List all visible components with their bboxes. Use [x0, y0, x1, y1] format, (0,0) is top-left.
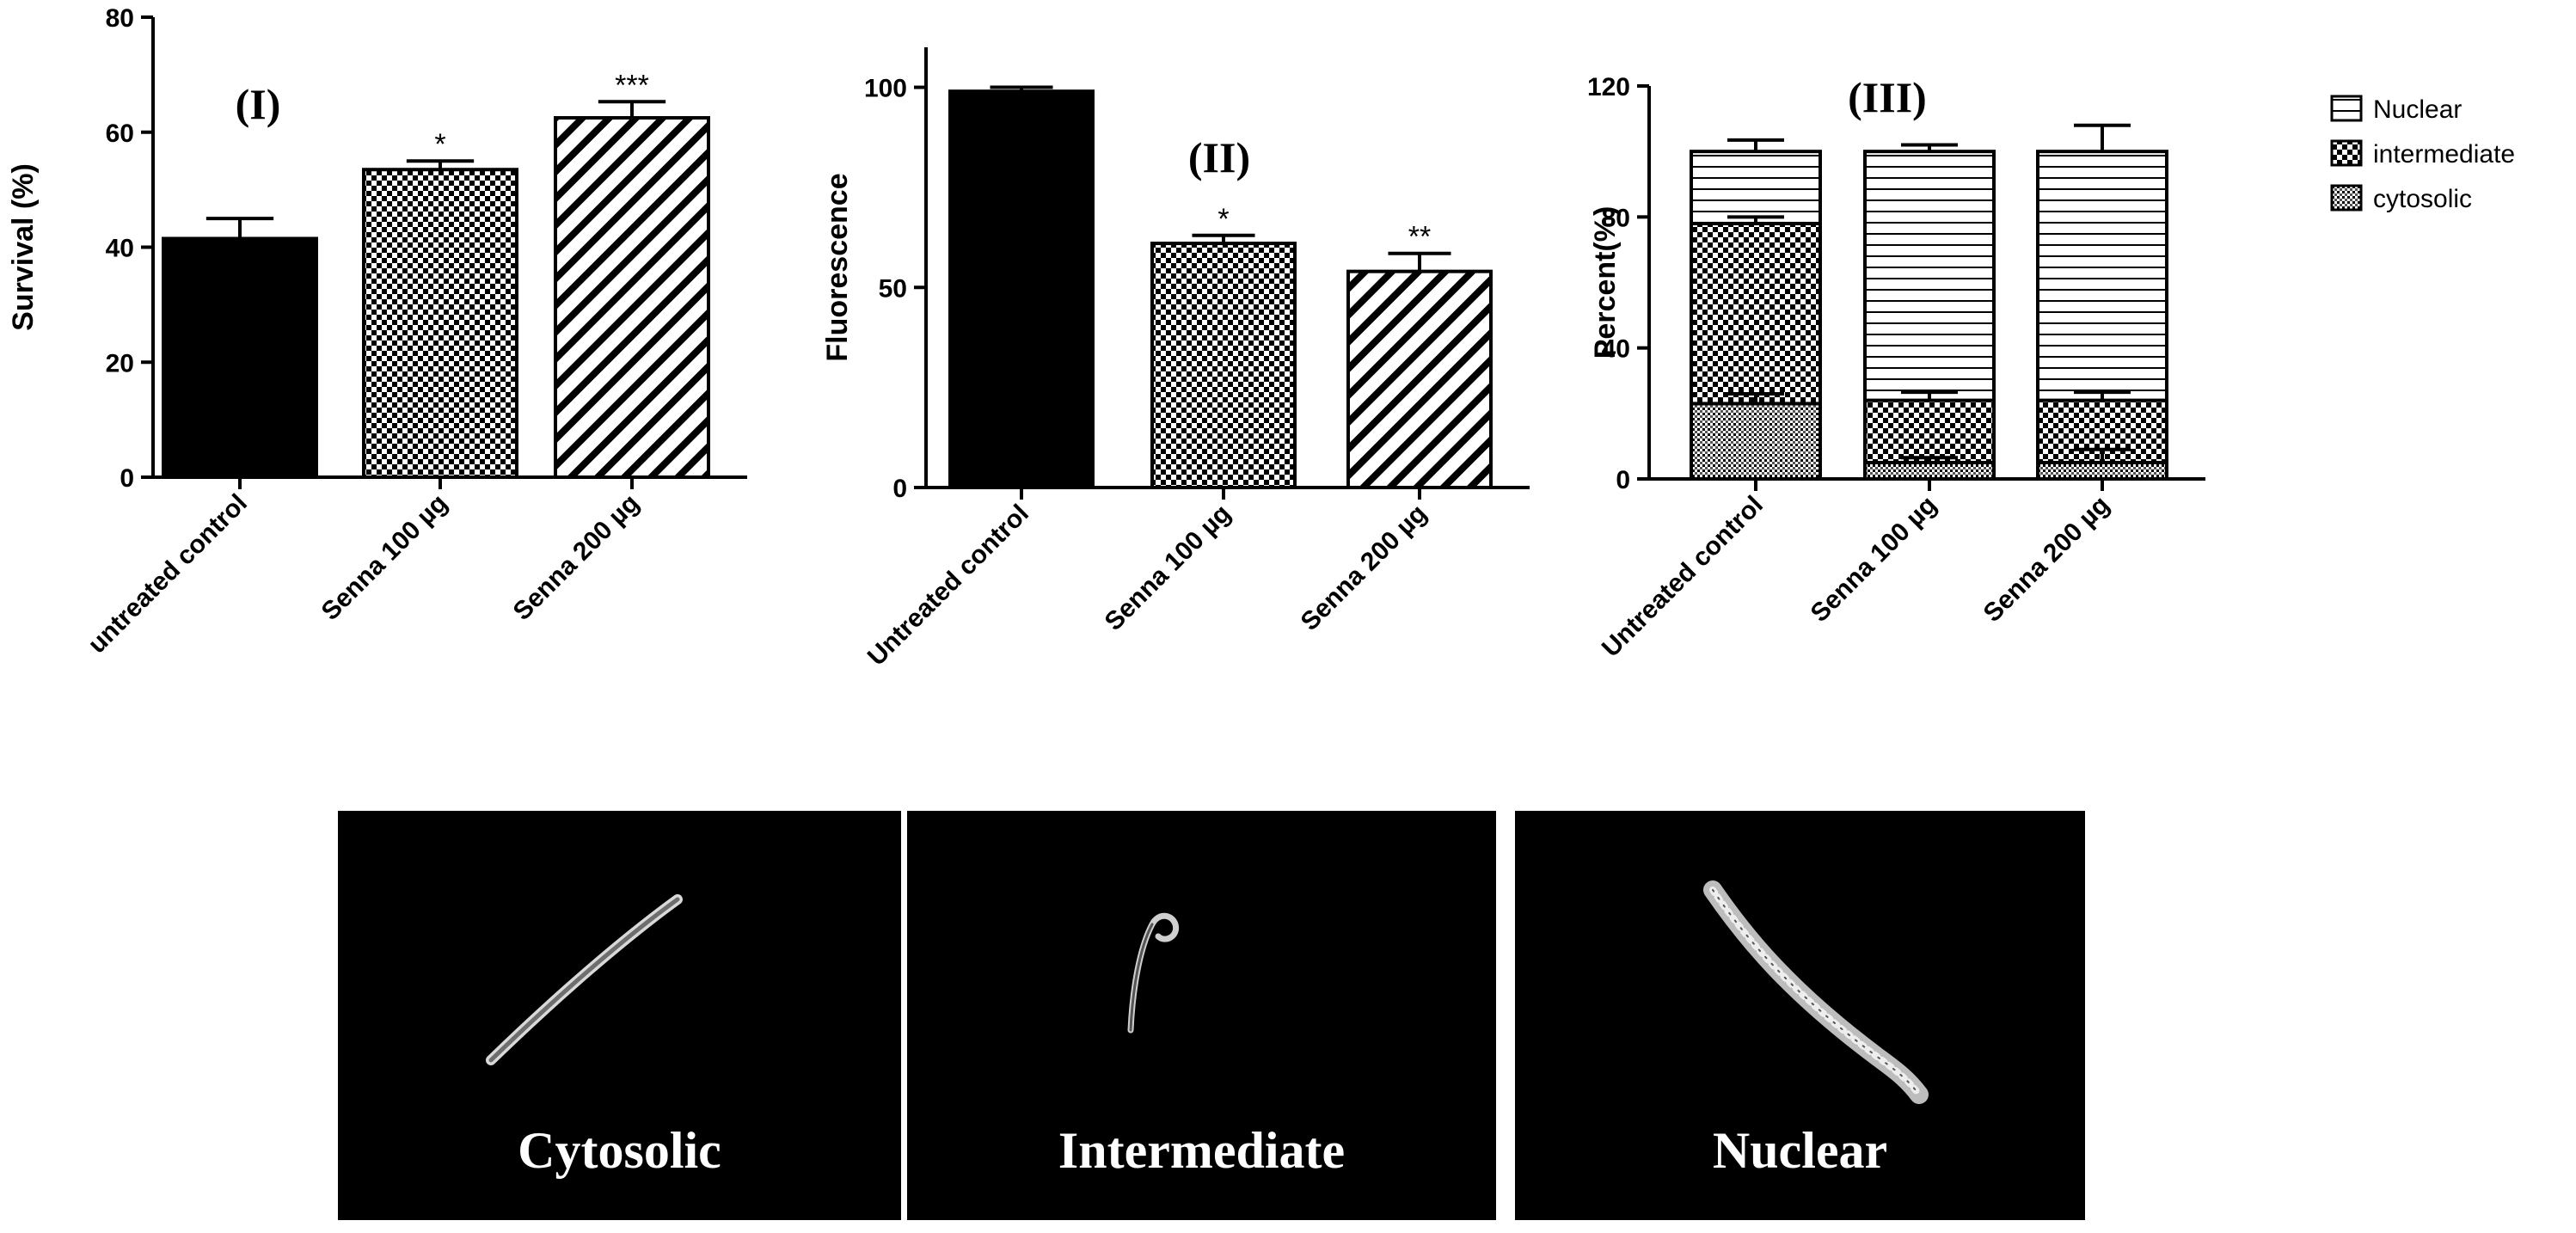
- panel-label: (III): [1848, 73, 1927, 121]
- legend-swatch: [2330, 184, 2363, 212]
- bar-segment: [2036, 460, 2168, 481]
- x-tick-label: Senna 100 µg: [1806, 491, 1942, 628]
- bar: [554, 116, 710, 479]
- bar: [362, 168, 518, 479]
- legend-label: intermediate: [2373, 140, 2515, 169]
- bar: [1150, 242, 1297, 489]
- bar-segment: [1690, 402, 1822, 481]
- y-axis-label: Survival (%): [7, 163, 40, 331]
- y-tick-label: 100: [864, 75, 907, 103]
- y-tick-label: 40: [106, 235, 134, 263]
- y-tick-label: 0: [892, 475, 907, 503]
- significance-marker: ***: [615, 69, 649, 101]
- significance-marker: *: [434, 128, 445, 161]
- x-tick-label: Senna 200 µg: [508, 489, 645, 626]
- micrograph-label: Nuclear: [1712, 1122, 1888, 1179]
- significance-marker: *: [1217, 203, 1229, 236]
- x-tick-label: Senna 200 µg: [1978, 491, 2115, 628]
- bar-segment: [1863, 460, 1996, 481]
- legend-swatch: [2330, 95, 2363, 122]
- worm-cytosolic-icon: [486, 894, 683, 1065]
- legend-label: cytosolic: [2373, 185, 2472, 213]
- bar: [948, 89, 1095, 489]
- chart-fluorescence: 0 50 100 Fluorescence (II) Untreated control S…: [821, 47, 1530, 672]
- chart-survival: 0 20 40 60 80 Survival (%) (I) untreated contro…: [7, 4, 747, 659]
- x-tick-label: Senna 200 µg: [1296, 500, 1432, 636]
- y-tick-label: 20: [106, 349, 134, 377]
- y-tick-label: 60: [106, 120, 134, 148]
- significance-marker: **: [1408, 221, 1431, 254]
- micrograph-cytosolic: Cytosolic: [338, 811, 901, 1220]
- y-tick-label: 0: [1616, 466, 1630, 494]
- micrograph-intermediate: Intermediate: [907, 811, 1496, 1220]
- x-tick-label: Senna 100 µg: [1100, 500, 1236, 636]
- x-tick-label: Untreated control: [1597, 491, 1769, 663]
- y-tick-label: 80: [106, 4, 134, 33]
- panel-label: (II): [1188, 133, 1250, 181]
- y-tick-label: 0: [120, 464, 134, 493]
- micrograph-nuclear: Nuclear: [1515, 811, 2085, 1220]
- legend-label: Nuclear: [2373, 95, 2462, 124]
- bar-segment: [1863, 150, 1996, 402]
- x-tick-label: Senna 100 µg: [316, 489, 453, 626]
- bar-segment: [1863, 398, 1996, 464]
- y-tick-label: 80: [1602, 204, 1630, 232]
- bar: [162, 236, 318, 479]
- micrograph-label: Cytosolic: [518, 1122, 721, 1179]
- x-tick-label: Untreated control: [862, 500, 1034, 672]
- y-tick-label: 120: [1587, 73, 1630, 101]
- y-tick-label: 40: [1602, 335, 1630, 364]
- y-axis-label: Fluorescence: [821, 173, 854, 361]
- x-tick-label: untreated control: [83, 489, 253, 659]
- bar-segment: [2036, 150, 2168, 402]
- legend-swatch: [2330, 139, 2363, 167]
- y-tick-label: 50: [879, 274, 907, 303]
- panel-label: (I): [236, 80, 281, 128]
- bar-segment: [1690, 221, 1822, 406]
- bar: [1346, 269, 1493, 489]
- y-axis-label: Percent(%): [1589, 206, 1622, 359]
- worm-intermediate-icon: [1127, 912, 1180, 1034]
- charts-figure: 0 20 40 60 80 Survival (%) (I) untreated contro…: [7, 4, 2515, 672]
- worm-nuclear-icon: [1703, 880, 1929, 1104]
- micrograph-label: Intermediate: [1058, 1122, 1346, 1179]
- bar-segment: [1690, 150, 1822, 225]
- chart-localization-percent: 0 40 80 120 Percent(%) (III) Untreated control…: [1587, 73, 2515, 663]
